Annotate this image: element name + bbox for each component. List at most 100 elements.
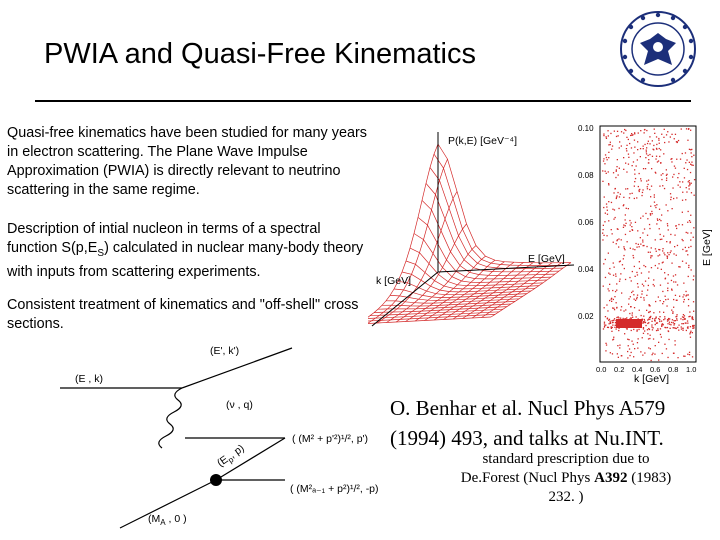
scatter-point xyxy=(629,219,631,222)
scatter-point xyxy=(643,129,646,131)
scatter-point xyxy=(641,319,643,321)
scatter-point xyxy=(623,267,625,270)
scatter-point xyxy=(674,327,676,329)
scatter-point xyxy=(643,264,645,267)
scatter-point xyxy=(686,250,688,252)
scatter-point xyxy=(627,338,629,340)
label-incoming-electron: (E , k) xyxy=(75,373,103,385)
scatter-point xyxy=(684,355,686,357)
scatter-point xyxy=(686,320,689,322)
scatter-point xyxy=(630,306,632,308)
scatter-point xyxy=(642,332,645,334)
scatter-point xyxy=(682,248,684,251)
scatter-point xyxy=(676,141,678,144)
scatter-point xyxy=(603,196,605,198)
scatter-point xyxy=(659,218,661,221)
slide-title: PWIA and Quasi-Free Kinematics xyxy=(44,38,476,70)
scatter-point xyxy=(688,266,690,269)
scatter-point xyxy=(689,336,692,338)
scatter-point xyxy=(603,158,605,160)
scatter-point xyxy=(605,344,608,346)
scatter-point xyxy=(637,132,639,134)
e-axis xyxy=(437,264,575,273)
scatter-point xyxy=(633,298,635,300)
scatter-point xyxy=(612,324,614,326)
scatter-point xyxy=(638,172,640,175)
scatter-point xyxy=(667,131,669,133)
scatter-point xyxy=(656,322,659,324)
scatter-point xyxy=(686,191,688,193)
scatter-point xyxy=(648,316,651,319)
scatter-point xyxy=(676,315,678,318)
target-nucleus-line xyxy=(119,479,217,529)
scatter-point xyxy=(623,224,625,226)
scatter-point xyxy=(613,209,616,211)
scatter-point xyxy=(679,158,682,160)
scatter-point xyxy=(608,323,610,325)
scatter-point xyxy=(674,234,676,236)
scatter-point xyxy=(609,299,611,302)
scatter-point xyxy=(661,352,663,355)
scatter-point xyxy=(653,144,655,147)
scatter-point xyxy=(649,251,651,253)
scatter-point xyxy=(682,240,684,242)
scatter-point xyxy=(658,341,660,343)
scatter-point xyxy=(665,299,667,301)
x-tick-label: 0.0 xyxy=(596,365,606,374)
scatter-point xyxy=(683,298,685,301)
scatter-point xyxy=(603,206,605,209)
scatter-point xyxy=(644,330,646,332)
k-axis-label: k [GeV] xyxy=(376,275,411,287)
scatter-point xyxy=(672,187,674,189)
scatter-point xyxy=(605,172,607,174)
scatter-point xyxy=(666,255,668,257)
scatter-point xyxy=(620,309,622,311)
scatter-point xyxy=(606,235,608,237)
scatter-point xyxy=(607,326,610,329)
scatter-point xyxy=(643,132,645,134)
scatter-point xyxy=(671,133,673,135)
x-tick-label: 0.8 xyxy=(668,365,678,374)
scatter-point xyxy=(685,199,687,201)
scatter-point xyxy=(647,162,650,164)
scatter-point xyxy=(663,128,665,130)
scatter-point xyxy=(634,132,636,134)
scatter-point xyxy=(629,230,631,232)
scatter-point xyxy=(648,347,650,349)
scatter-point xyxy=(643,285,645,287)
scatter-point xyxy=(628,303,630,305)
scatter-point xyxy=(687,139,689,141)
scatter-point xyxy=(645,324,647,327)
scatter-point xyxy=(606,318,608,320)
scatter-point xyxy=(660,174,662,176)
scatter-point xyxy=(615,176,617,179)
scatter-point xyxy=(631,134,633,136)
scatter-point xyxy=(686,327,689,329)
scatter-point xyxy=(603,133,605,135)
mesh-line xyxy=(368,143,439,318)
scatter-point xyxy=(633,265,635,268)
scatter-frame xyxy=(599,125,697,363)
scatter-point xyxy=(671,262,673,264)
scatter-point xyxy=(673,323,676,325)
scatter-point xyxy=(619,193,621,195)
scatter-point xyxy=(672,322,674,324)
scatter-point xyxy=(644,321,647,324)
scatter-point xyxy=(659,249,661,251)
scatter-point xyxy=(608,151,610,153)
scatter-point xyxy=(604,163,606,165)
scatter-point xyxy=(642,145,644,147)
scatter-point xyxy=(622,258,624,260)
scatter-point xyxy=(691,316,693,318)
scatter-point xyxy=(676,299,678,301)
scatter-point xyxy=(650,255,652,257)
scatter-point xyxy=(679,295,681,297)
scatter-point xyxy=(649,136,651,138)
scatter-point xyxy=(676,318,678,320)
scatter-point xyxy=(646,180,648,182)
scatter-point xyxy=(653,196,655,198)
scatter-point xyxy=(658,139,660,141)
scatter-point xyxy=(639,237,641,239)
scatter-point xyxy=(682,327,684,329)
scatter-point xyxy=(631,229,634,231)
